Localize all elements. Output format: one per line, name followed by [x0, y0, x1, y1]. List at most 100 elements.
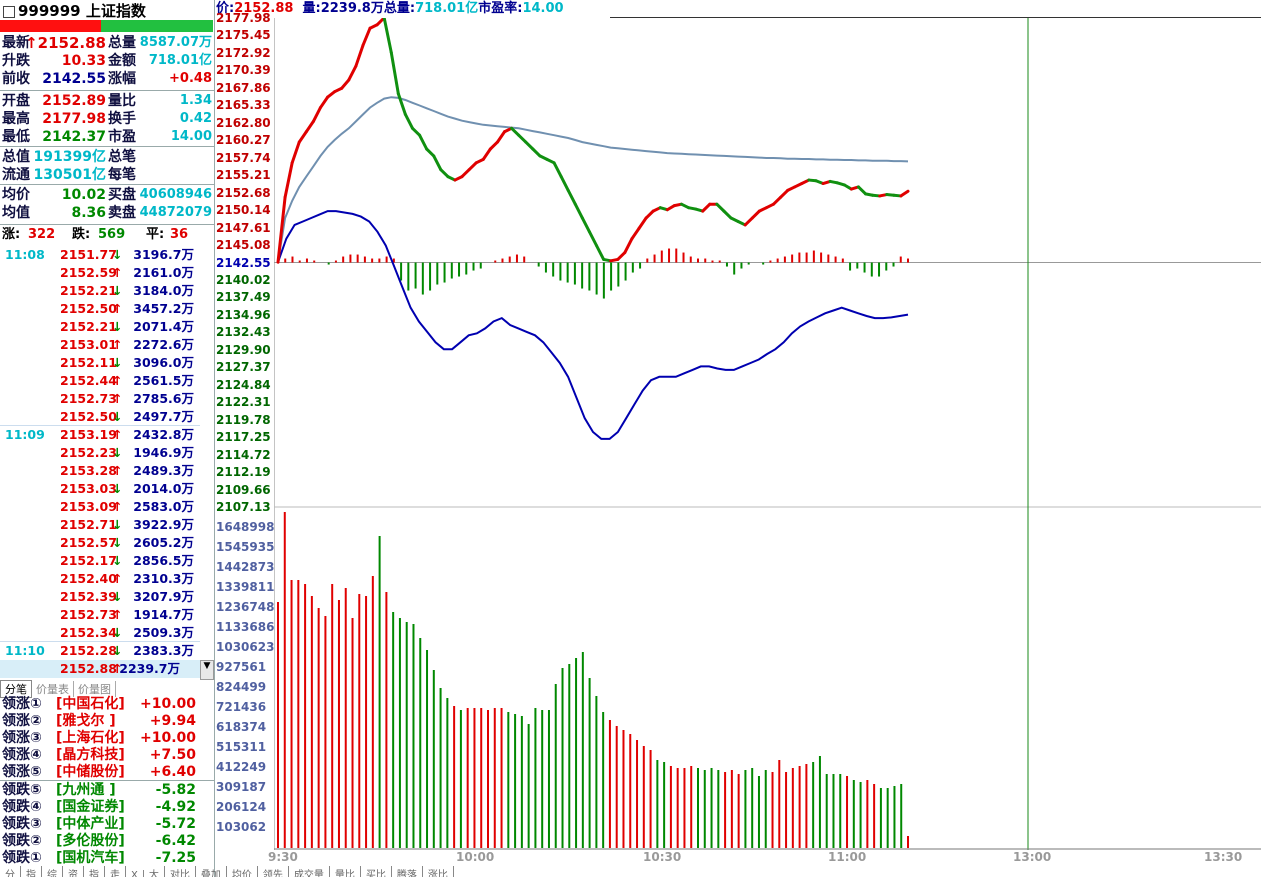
tick-volume: 2310.3万: [133, 571, 194, 586]
tick-row[interactable]: 2152.73 ↑ 1914.7万: [0, 606, 214, 624]
leader-row[interactable]: 领跌④ [国金证券] -4.92: [0, 799, 214, 816]
leader-row[interactable]: 领涨④ [晶方科技] +7.50: [0, 747, 214, 764]
bottom-tab[interactable]: 大: [144, 866, 165, 877]
leader-stock[interactable]: [中国石化]: [56, 696, 125, 712]
price-value: 2152.88: [234, 1, 294, 16]
flat-count: 36: [170, 227, 189, 242]
tick-row[interactable]: 2152.57 ↓ 2605.2万: [0, 534, 214, 552]
leader-stock[interactable]: [国机汽车]: [56, 850, 125, 866]
tick-direction-icon: ↑: [112, 571, 123, 586]
leader-row[interactable]: 领涨① [中国石化] +10.00: [0, 696, 214, 713]
tick-row[interactable]: 2152.11 ↓ 3096.0万: [0, 354, 214, 372]
tick-row[interactable]: 2152.21 ↓ 3184.0万: [0, 282, 214, 300]
tick-row[interactable]: 2152.50 ↓ 2497.7万: [0, 408, 214, 426]
leader-row[interactable]: 领涨② [雅戈尔 ] +9.94: [0, 713, 214, 730]
tick-row[interactable]: 2152.44 ↑ 2561.5万: [0, 372, 214, 390]
scroll-down-icon[interactable]: ▼: [200, 660, 214, 680]
bottom-tab[interactable]: 资: [63, 866, 84, 877]
side-tab[interactable]: 分笔: [0, 680, 32, 698]
bottom-tab[interactable]: 指: [84, 866, 105, 877]
price-line-segment: [467, 161, 478, 172]
checkbox-icon[interactable]: [3, 5, 15, 18]
leader-row[interactable]: 领跌③ [中体产业] -5.72: [0, 816, 214, 833]
tick-row[interactable]: 2152.73 ↑ 2785.6万: [0, 390, 214, 408]
tick-price: 2152.73: [60, 391, 117, 406]
tick-row[interactable]: 2152.17 ↓ 2856.5万: [0, 552, 214, 570]
intraday-chart[interactable]: [274, 18, 1261, 850]
side-tab[interactable]: 价量表: [32, 681, 74, 697]
tick-row[interactable]: 2153.01 ↑ 2272.6万: [0, 336, 214, 354]
quote-label: 均值: [2, 205, 30, 221]
tick-row[interactable]: 2152.59 ↑ 2161.0万: [0, 264, 214, 282]
tick-row[interactable]: 2152.23 ↓ 1946.9万: [0, 444, 214, 462]
tick-volume: 2561.5万: [133, 373, 194, 388]
side-tab[interactable]: 价量图: [74, 681, 116, 697]
pe-label: 市盈率:: [478, 1, 523, 16]
tick-direction-icon: ↑: [112, 337, 123, 352]
leader-stock[interactable]: [国金证券]: [56, 799, 125, 815]
leader-change: +10.00: [139, 730, 196, 746]
price-tick-label: 2155.21: [216, 168, 271, 183]
tick-row[interactable]: 2152.88 ↑ 2239.7万: [0, 660, 200, 678]
price-line-segment: [559, 175, 570, 192]
quote-label: 总量: [108, 35, 136, 51]
bottom-tab[interactable]: 对比: [165, 866, 196, 877]
volume-tick-label: 1030623: [216, 640, 275, 654]
bottom-tab[interactable]: 领先: [258, 866, 289, 877]
leader-row[interactable]: 领跌⑤ [九州通 ] -5.82: [0, 782, 214, 799]
quote-label: 买盘: [108, 187, 136, 203]
bottom-tab[interactable]: 分: [0, 866, 21, 877]
leader-stock[interactable]: [晶方科技]: [56, 747, 125, 763]
price-tick-label: 2177.98: [216, 11, 271, 25]
bottom-tab[interactable]: 综: [42, 866, 63, 877]
tick-row[interactable]: 2152.21 ↓ 2071.4万: [0, 318, 214, 336]
leader-stock[interactable]: [雅戈尔 ]: [56, 713, 116, 729]
tick-volume: 2605.2万: [133, 535, 194, 550]
tick-price: 2152.40: [60, 571, 117, 586]
leader-stock[interactable]: [中体产业]: [56, 816, 125, 832]
price-tick-label: 2137.49: [216, 290, 271, 305]
tick-row[interactable]: 11:10 2152.28 ↓ 2383.3万: [0, 642, 214, 660]
quote-value: 1.34: [179, 93, 212, 108]
bottom-tab[interactable]: 成交量: [289, 866, 330, 877]
bottom-tab[interactable]: 均价: [227, 866, 258, 877]
leader-stock[interactable]: [上海石化]: [56, 730, 125, 746]
tick-price: 2151.77: [60, 247, 117, 262]
price-line-segment: [304, 119, 315, 134]
bottom-tab[interactable]: X: [126, 870, 144, 877]
quote-label: 总值: [2, 149, 30, 165]
bottom-tab[interactable]: 指: [21, 866, 42, 877]
tick-row[interactable]: 2153.09 ↑ 2583.0万: [0, 498, 214, 516]
tick-direction-icon: ↑: [112, 607, 123, 622]
bottom-tab[interactable]: 走: [105, 866, 126, 877]
tick-row[interactable]: 2153.28 ↑ 2489.3万: [0, 462, 214, 480]
bottom-tab[interactable]: 涨比: [423, 866, 454, 877]
tick-row[interactable]: 2152.39 ↓ 3207.9万: [0, 588, 214, 606]
tick-volume: 2497.7万: [133, 409, 194, 424]
volume-tick-label: 618374: [216, 720, 267, 734]
tick-row[interactable]: 2152.71 ↓ 3922.9万: [0, 516, 214, 534]
bottom-tab[interactable]: 腾落: [392, 866, 423, 877]
leader-row[interactable]: 领跌① [国机汽车] -7.25: [0, 850, 214, 867]
tick-row[interactable]: 11:08 2151.77 ↓ 3196.7万: [0, 246, 214, 264]
tick-volume: 3457.2万: [133, 301, 194, 316]
tick-row[interactable]: 2152.34 ↓ 2509.3万: [0, 624, 214, 642]
time-tick-label: 10:30: [643, 850, 682, 864]
leader-row[interactable]: 领涨⑤ [中储股份] +6.40: [0, 764, 214, 781]
tick-row[interactable]: 2152.50 ↑ 3457.2万: [0, 300, 214, 318]
bottom-tab[interactable]: 叠加: [196, 866, 227, 877]
leader-row[interactable]: 领跌② [多伦股份] -6.42: [0, 833, 214, 850]
tick-row[interactable]: 2152.40 ↑ 2310.3万: [0, 570, 214, 588]
price-line-segment: [630, 226, 641, 241]
tick-volume: 2161.0万: [133, 265, 194, 280]
leader-stock[interactable]: [九州通 ]: [56, 782, 116, 798]
leader-stock[interactable]: [中储股份]: [56, 764, 125, 780]
market-breadth: 涨: 322 跌: 569 平: 36: [0, 226, 214, 243]
leader-row[interactable]: 领涨③ [上海石化] +10.00: [0, 730, 214, 747]
bottom-tab[interactable]: 买比: [361, 866, 392, 877]
tick-row[interactable]: 2153.03 ↓ 2014.0万: [0, 480, 214, 498]
tick-row[interactable]: 11:09 2153.19 ↑ 2432.8万: [0, 426, 214, 444]
bottom-tab[interactable]: 量比: [330, 866, 361, 877]
leader-stock[interactable]: [多伦股份]: [56, 833, 125, 849]
price-line-segment: [340, 78, 351, 90]
